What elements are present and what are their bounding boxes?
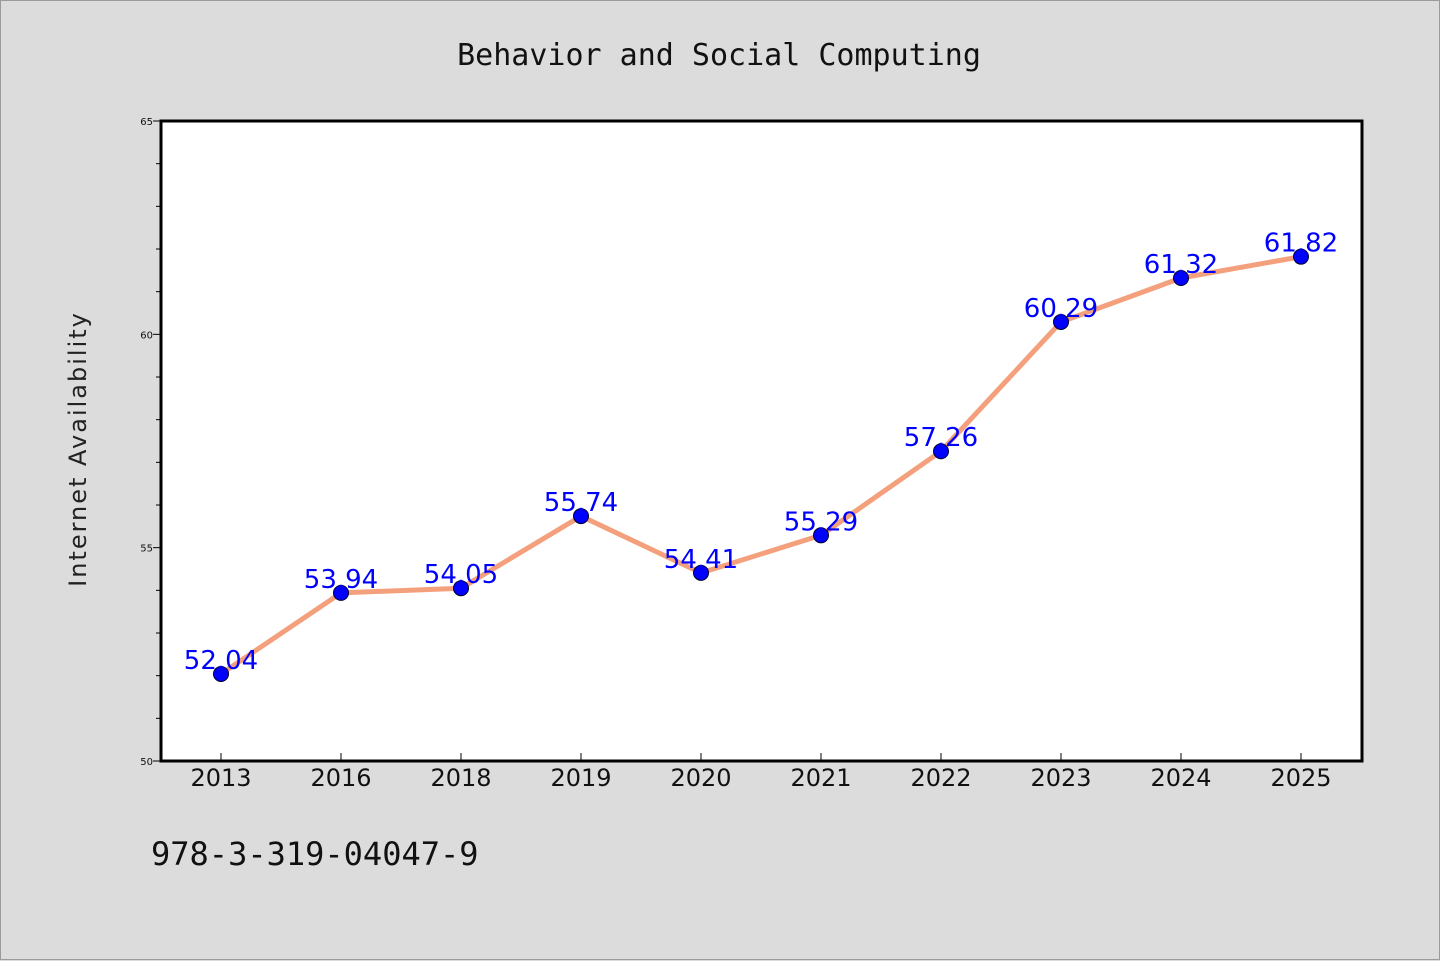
data-label: 60.29 <box>1024 294 1098 324</box>
data-point <box>1173 270 1189 287</box>
data-label: 61.82 <box>1264 229 1338 259</box>
data-label: 61.32 <box>1144 250 1218 280</box>
data-point <box>453 580 469 597</box>
data-point <box>1293 248 1309 265</box>
x-tick-label: 2023 <box>1030 764 1091 792</box>
data-label: 55.74 <box>544 488 618 518</box>
x-tick-label: 2024 <box>1150 764 1211 792</box>
data-label: 57.26 <box>904 423 978 453</box>
x-tick-label: 2013 <box>190 764 251 792</box>
series-line <box>219 254 1302 677</box>
x-tick-label: 2020 <box>670 764 731 792</box>
footer-isbn: 978-3-319-04047-9 <box>151 835 479 873</box>
plot-area <box>159 119 1364 763</box>
y-tick-label: 55 <box>140 544 153 555</box>
x-tick-label: 2018 <box>430 764 491 792</box>
data-label: 53.94 <box>304 565 378 595</box>
x-tick-label: 2022 <box>910 764 971 792</box>
y-tick-label: 50 <box>140 757 153 768</box>
data-labels: 52.04 53.94 54.05 55.74 54.41 55.29 57.26 60.29… <box>184 229 1338 676</box>
series-markers <box>213 248 1309 682</box>
data-label: 52.04 <box>184 646 258 676</box>
data-point <box>573 508 589 525</box>
data-label: 54.41 <box>664 545 738 575</box>
x-tick-label: 2021 <box>790 764 851 792</box>
data-point <box>933 443 949 460</box>
chart-title: Behavior and Social Computing <box>457 38 981 73</box>
x-tick-label: 2025 <box>1270 764 1331 792</box>
data-point <box>333 584 349 601</box>
x-tick-label: 2019 <box>550 764 611 792</box>
data-point <box>1053 313 1069 330</box>
y-tick-label: 60 <box>140 330 153 341</box>
data-point <box>813 527 829 544</box>
y-axis-label: Internet Availability <box>64 311 92 587</box>
y-axis: 50 55 60 65 <box>140 117 161 768</box>
x-tick-label: 2016 <box>310 764 371 792</box>
data-label: 54.05 <box>424 560 498 590</box>
data-point <box>213 665 229 682</box>
x-axis: 2013 2016 2018 2019 2020 2021 2022 2023 2024 2025 <box>190 753 1332 792</box>
data-label: 55.29 <box>784 507 858 537</box>
data-point <box>693 564 709 581</box>
y-tick-label: 65 <box>140 117 153 128</box>
